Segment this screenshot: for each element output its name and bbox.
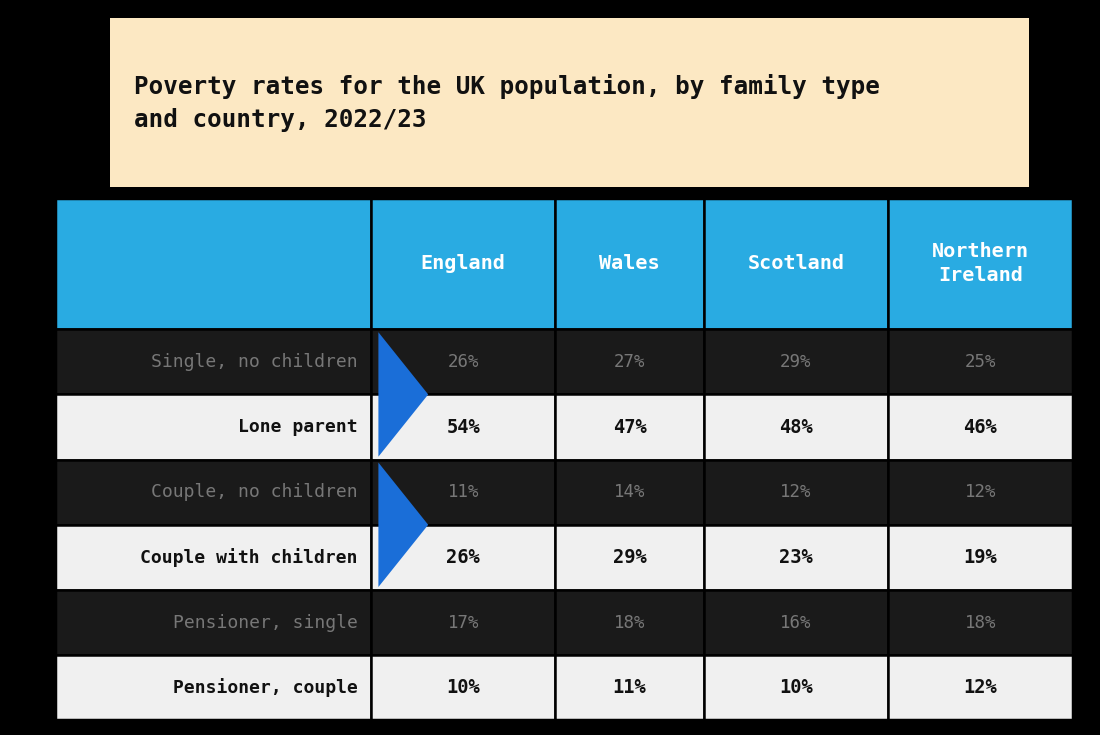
Bar (55, 395, 371, 459)
Text: 17%: 17% (448, 614, 478, 631)
Text: Poverty
Evans: Poverty Evans (439, 400, 661, 512)
Text: Northern
Ireland: Northern Ireland (932, 243, 1028, 285)
Text: 27%: 27% (614, 353, 646, 371)
Polygon shape (378, 332, 428, 456)
Text: 48%: 48% (779, 417, 813, 437)
Text: 18%: 18% (965, 614, 996, 631)
Bar (704, 590, 888, 655)
Bar (704, 655, 888, 720)
Bar (704, 459, 888, 525)
Bar (556, 655, 704, 720)
Text: England: England (421, 254, 506, 273)
Bar (55, 198, 371, 329)
Bar (556, 525, 704, 590)
Bar (556, 395, 704, 459)
Bar (110, 18, 1028, 187)
Bar (55, 459, 371, 525)
Bar (888, 329, 1072, 395)
Bar (371, 329, 556, 395)
Bar (888, 198, 1072, 329)
Bar (556, 198, 704, 329)
Text: 11%: 11% (448, 483, 478, 501)
Text: 10%: 10% (447, 678, 480, 698)
Bar (888, 590, 1072, 655)
Bar (371, 459, 556, 525)
Bar (556, 329, 704, 395)
Text: Pensioner, couple: Pensioner, couple (173, 678, 358, 698)
Bar (704, 525, 888, 590)
Text: Couple with children: Couple with children (141, 548, 358, 567)
Text: 29%: 29% (613, 548, 647, 567)
Text: 16%: 16% (780, 614, 812, 631)
Text: Lone parent: Lone parent (239, 418, 358, 436)
Bar (55, 329, 371, 395)
Bar (371, 525, 556, 590)
Bar (704, 329, 888, 395)
Bar (704, 198, 888, 329)
Bar (371, 590, 556, 655)
Text: 23%: 23% (779, 548, 813, 567)
Bar (55, 655, 371, 720)
Bar (888, 459, 1072, 525)
Text: 12%: 12% (964, 678, 998, 698)
Bar (888, 395, 1072, 459)
Text: Couple, no children: Couple, no children (151, 483, 358, 501)
Text: Wales: Wales (600, 254, 660, 273)
Bar (55, 198, 1072, 720)
Text: 29%: 29% (780, 353, 812, 371)
Bar (888, 655, 1072, 720)
Text: 12%: 12% (780, 483, 812, 501)
Text: Pensioner, single: Pensioner, single (173, 614, 358, 631)
Text: 18%: 18% (614, 614, 646, 631)
Text: 26%: 26% (447, 548, 480, 567)
Polygon shape (378, 462, 428, 587)
Text: Poverty rates for the UK population, by family type
and country, 2022/23: Poverty rates for the UK population, by … (134, 74, 880, 132)
Text: 46%: 46% (964, 417, 998, 437)
Text: 47%: 47% (613, 417, 647, 437)
Text: 19%: 19% (964, 548, 998, 567)
Bar (371, 198, 556, 329)
Text: 11%: 11% (613, 678, 647, 698)
Bar (888, 525, 1072, 590)
Text: 12%: 12% (965, 483, 996, 501)
Bar (556, 590, 704, 655)
Bar (55, 525, 371, 590)
Text: 26%: 26% (448, 353, 478, 371)
Text: 14%: 14% (614, 483, 646, 501)
Text: Scotland: Scotland (747, 254, 845, 273)
Bar (704, 395, 888, 459)
Bar (371, 395, 556, 459)
Text: 10%: 10% (779, 678, 813, 698)
Bar (371, 655, 556, 720)
Text: 25%: 25% (965, 353, 996, 371)
Bar (556, 459, 704, 525)
Text: 54%: 54% (447, 417, 480, 437)
Text: Single, no children: Single, no children (151, 353, 358, 371)
Bar (55, 590, 371, 655)
